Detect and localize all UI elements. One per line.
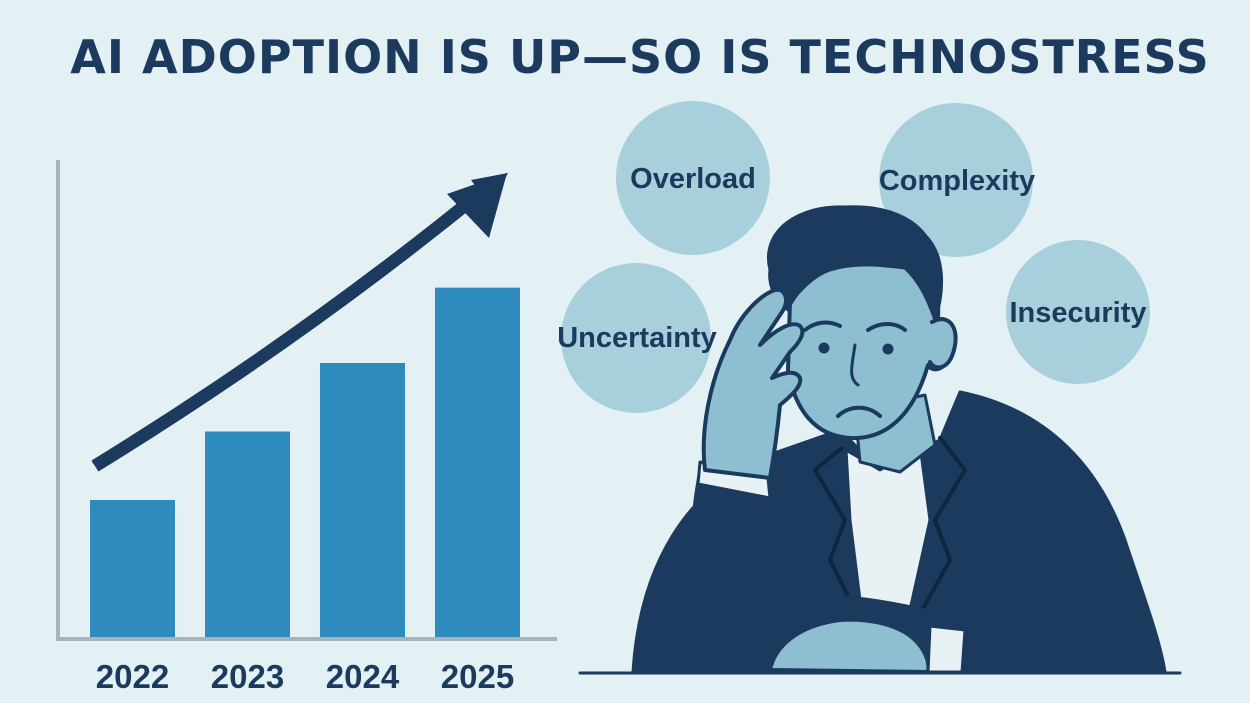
bubble-label-complexity: Complexity bbox=[879, 165, 1035, 197]
page-title: AI ADOPTION IS UP—SO IS TECHNOSTRESS bbox=[70, 30, 1210, 84]
ear bbox=[928, 317, 958, 370]
bubble-label-uncertainty: Uncertainty bbox=[557, 322, 717, 354]
nose bbox=[850, 343, 860, 387]
tick-label-2023: 2023 bbox=[211, 658, 284, 695]
resting-hand bbox=[768, 617, 931, 674]
bar-2023 bbox=[205, 431, 290, 637]
bubble-uncertainty: Uncertainty bbox=[557, 263, 717, 413]
bubble-insecurity: Insecurity bbox=[1006, 240, 1150, 384]
eye-right bbox=[882, 343, 894, 355]
bar-2022 bbox=[90, 500, 175, 637]
trend-arrow-head bbox=[447, 173, 507, 238]
raised-hand bbox=[701, 287, 805, 480]
tick-label-2025: 2025 bbox=[441, 658, 514, 695]
trend-arrow-shaft bbox=[91, 184, 489, 472]
bar-2025 bbox=[435, 287, 520, 637]
bubble-label-overload: Overload bbox=[630, 163, 756, 195]
bubble-complexity: Complexity bbox=[879, 103, 1035, 257]
bubble-label-insecurity: Insecurity bbox=[1010, 297, 1147, 329]
tick-label-2022: 2022 bbox=[96, 658, 169, 695]
bar-2024 bbox=[320, 363, 405, 637]
bar-chart: 2022 2023 2024 2025 bbox=[56, 160, 557, 695]
frown-mouth bbox=[836, 405, 882, 418]
bars-layer bbox=[90, 287, 520, 637]
bubble-overload: Overload bbox=[616, 101, 770, 255]
lapel-right bbox=[898, 436, 967, 652]
eyebrow-left bbox=[803, 320, 842, 332]
hair bbox=[767, 205, 944, 322]
eye-left bbox=[818, 342, 830, 354]
stressed-man-illustration bbox=[578, 205, 1182, 675]
eyebrow-right bbox=[866, 322, 907, 332]
raised-arm-sleeve bbox=[691, 468, 774, 602]
tick-labels-layer: 2022 2023 2024 2025 bbox=[96, 658, 514, 695]
resting-cuff bbox=[926, 624, 967, 674]
tick-label-2024: 2024 bbox=[326, 658, 400, 695]
lapel-left bbox=[813, 446, 872, 642]
stressor-bubbles: Overload Complexity Uncertainty Insecuri… bbox=[557, 101, 1150, 413]
